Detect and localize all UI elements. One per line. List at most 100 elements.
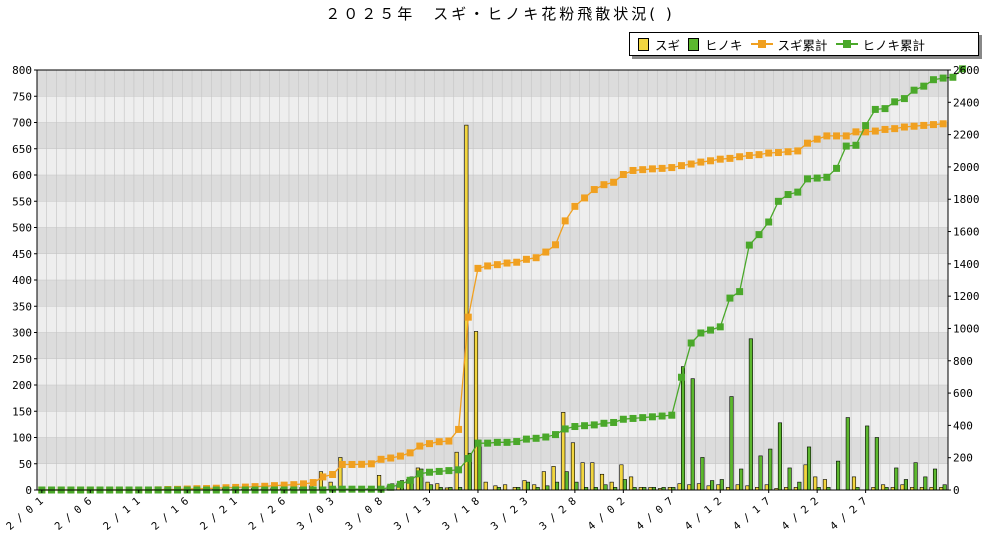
point-sugi-cum [377,455,385,463]
bar-hinoki [797,481,802,491]
point-sugi-cum [309,479,317,487]
right-tick-label: 1600 [953,226,980,239]
point-sugi-cum [852,128,860,136]
bar-sugi [590,462,595,491]
point-sugi-cum [639,166,647,174]
right-tick-label: 2000 [953,161,980,174]
legend-swatch-sugi [638,37,649,51]
point-sugi-cum [881,125,889,133]
point-hinoki-cum [910,86,918,94]
point-hinoki-cum [784,191,792,199]
point-hinoki-cum [396,480,404,488]
point-sugi-cum [862,128,870,136]
bar-sugi [629,476,634,491]
point-sugi-cum [464,313,472,321]
point-sugi-cum [668,164,676,172]
point-hinoki-cum [833,164,841,172]
bar-sugi [716,484,721,491]
point-hinoki-cum [842,142,850,150]
point-sugi-cum [581,194,589,202]
point-sugi-cum [813,135,821,143]
left-tick-label: 100 [12,432,32,445]
bar-hinoki [525,481,531,491]
point-sugi-cum [736,153,744,161]
bar-hinoki [806,446,812,491]
bar-sugi [881,484,886,491]
x-tick-label: 3 / 1 8 [440,495,482,533]
bar-hinoki [865,425,870,491]
left-tick-label: 350 [12,300,32,313]
bar-sugi [464,124,469,491]
point-hinoki-cum [823,173,831,181]
left-tick-label: 250 [12,353,32,366]
point-hinoki-cum [590,421,598,429]
point-sugi-cum [910,122,918,130]
left-tick-label: 450 [12,248,32,261]
point-hinoki-cum [707,326,715,334]
left-tick-label: 700 [12,117,32,130]
point-hinoki-cum [959,65,967,73]
bar-hinoki [845,417,850,491]
point-sugi-cum [920,121,928,129]
chart-title: ２０２５年 スギ・ヒノキ花粉飛散状況( ) [325,5,675,23]
point-sugi-cum [900,123,908,131]
right-tick-label: 200 [953,452,973,465]
bar-hinoki [894,467,899,491]
right-tick-label: 400 [953,419,973,432]
point-sugi-cum [387,454,395,462]
x-tick-label: 3 / 0 3 [295,495,337,533]
point-hinoki-cum [551,431,559,439]
bar-hinoki [729,396,734,491]
point-hinoki-cum [542,433,550,441]
point-hinoki-cum [803,175,811,183]
point-hinoki-cum [367,485,375,493]
point-sugi-cum [600,181,608,189]
x-tick-label: 4 / 0 2 [586,495,628,533]
bar-hinoki [429,484,434,491]
point-sugi-cum [513,258,521,266]
point-sugi-cum [290,481,298,489]
point-sugi-cum [416,442,424,450]
legend-swatch-sugi-cum [750,38,773,50]
point-sugi-cum [270,482,278,490]
right-tick-label: 2400 [953,96,980,109]
left-tick-label: 400 [12,274,32,287]
bar-sugi [599,473,605,491]
bar-hinoki [748,338,753,491]
point-hinoki-cum [852,141,860,149]
bar-hinoki [700,457,705,491]
bar-hinoki [622,479,627,491]
right-tick-label: 2200 [953,129,980,142]
x-tick-label: 4 / 0 7 [634,495,676,533]
bar-hinoki [903,479,908,491]
bar-sugi [522,480,527,491]
point-sugi-cum [774,149,782,157]
point-hinoki-cum [358,485,366,493]
bar-hinoki [555,481,560,491]
point-hinoki-cum [377,485,385,493]
point-hinoki-cum [532,434,540,442]
point-hinoki-cum [513,438,521,446]
point-hinoki-cum [464,455,472,462]
legend: スギ ヒノキ スギ累計 ヒノキ累計 [629,32,979,56]
point-hinoki-cum [493,438,501,446]
point-hinoki-cum [900,95,908,103]
point-sugi-cum [367,460,375,468]
point-hinoki-cum [745,241,753,249]
point-sugi-cum [871,127,879,135]
point-hinoki-cum [871,105,879,113]
point-sugi-cum [648,165,656,173]
point-hinoki-cum [561,425,569,433]
bar-hinoki [768,448,773,491]
bar-hinoki [932,468,938,491]
point-hinoki-cum [610,418,618,426]
bar-sugi [696,483,701,491]
point-sugi-cum [726,154,734,162]
point-hinoki-cum [484,439,492,447]
point-hinoki-cum [503,438,511,446]
left-tick-label: 750 [12,90,32,103]
point-hinoki-cum [668,411,676,419]
point-hinoki-cum [406,476,414,484]
point-sugi-cum [300,480,308,488]
